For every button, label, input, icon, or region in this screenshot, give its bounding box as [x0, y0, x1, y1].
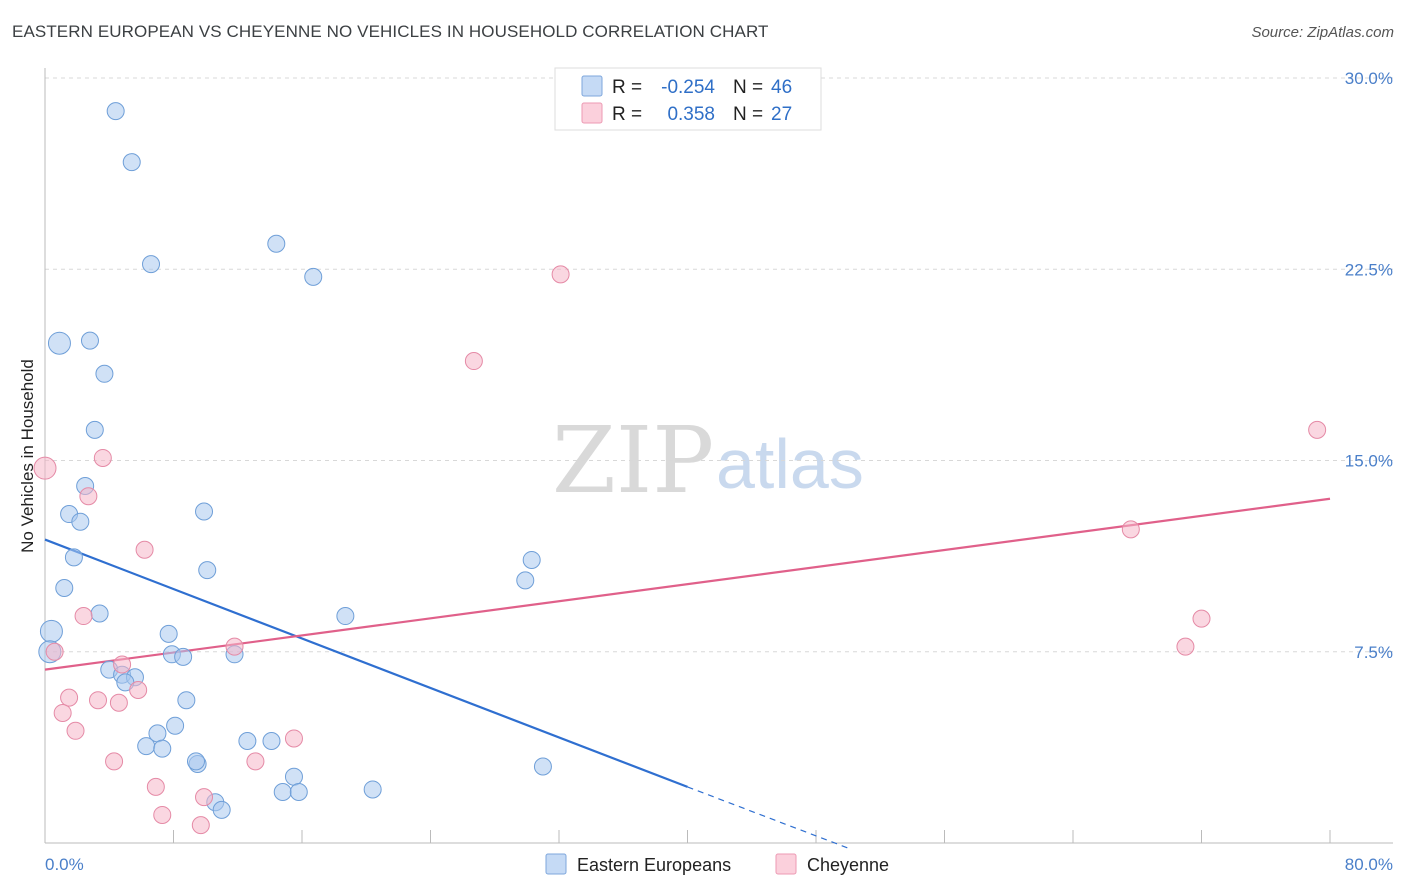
point-cheyenne [246, 752, 265, 771]
y-axis-label: No Vehicles in Household [18, 359, 37, 553]
point-cheyenne [191, 816, 210, 835]
legend-r-label-1: R = [612, 77, 642, 98]
legend-r-value-2: 0.358 [667, 104, 715, 125]
point-cheyenne [129, 681, 148, 699]
trend-line-extension [687, 786, 849, 849]
point-eastern [198, 561, 217, 580]
watermark-atlas: atlas [716, 425, 864, 503]
point-cheyenne [105, 752, 124, 771]
point-eastern [122, 153, 141, 172]
point-eastern [71, 512, 90, 531]
legend-swatch-cheyenne [581, 102, 603, 124]
point-cheyenne [33, 456, 57, 480]
point-eastern [336, 607, 355, 626]
point-eastern [177, 691, 196, 710]
point-cheyenne [89, 691, 108, 710]
point-cheyenne [195, 788, 214, 807]
point-eastern [166, 716, 185, 735]
series-legend: Eastern Europeans Cheyenne [545, 853, 889, 875]
point-cheyenne [1176, 637, 1195, 656]
point-cheyenne [1192, 609, 1211, 628]
trend-line-cheyenne [44, 497, 1331, 671]
point-cheyenne [284, 729, 303, 748]
point-eastern [106, 102, 125, 121]
point-eastern [80, 331, 99, 350]
point-eastern [153, 739, 172, 758]
chart-title: EASTERN EUROPEAN VS CHEYENNE NO VEHICLES… [12, 22, 769, 41]
point-eastern [85, 420, 104, 439]
source-credit: Source: ZipAtlas.com [1251, 24, 1394, 41]
point-cheyenne [79, 487, 98, 506]
axes [44, 68, 1393, 844]
point-eastern [159, 624, 178, 643]
point-eastern [533, 757, 552, 776]
point-cheyenne [93, 448, 112, 467]
point-eastern [95, 364, 114, 383]
point-eastern [39, 619, 63, 643]
trend-lines [44, 497, 1331, 849]
point-cheyenne [74, 607, 93, 626]
legend-swatch-eastern [581, 75, 603, 97]
point-cheyenne [153, 805, 172, 824]
legend-r-value-1: -0.254 [661, 77, 715, 98]
legend-n-value-1: 46 [771, 77, 792, 98]
series-legend-swatch-cheyenne [775, 853, 797, 875]
x-tick-labels: 0.0% 80.0% [45, 855, 1393, 874]
y-tick-label: 15.0% [1345, 452, 1393, 471]
point-cheyenne [464, 352, 483, 371]
trend-line-eastern [44, 538, 688, 788]
point-eastern [273, 783, 292, 801]
point-eastern [212, 800, 231, 819]
data-points [33, 102, 1327, 835]
x-tick-label: 80.0% [1345, 855, 1393, 874]
point-eastern [90, 604, 109, 623]
series-legend-swatch-eastern [545, 853, 567, 875]
point-eastern [289, 783, 308, 801]
series-legend-label-cheyenne: Cheyenne [807, 855, 889, 875]
point-eastern [522, 550, 541, 569]
point-eastern [195, 502, 214, 521]
series-legend-label-eastern: Eastern Europeans [577, 855, 731, 875]
point-eastern [142, 255, 161, 274]
point-eastern [516, 571, 535, 590]
stats-legend: R = -0.254 N = 46 R = 0.358 N = 27 [554, 67, 822, 131]
point-cheyenne [66, 721, 85, 740]
point-eastern [304, 267, 323, 286]
point-eastern [267, 234, 286, 253]
point-eastern [64, 548, 83, 567]
point-cheyenne [45, 642, 64, 661]
point-eastern [284, 767, 303, 786]
point-eastern [137, 737, 156, 756]
point-cheyenne [53, 703, 72, 722]
point-eastern [55, 579, 74, 597]
y-tick-labels: 7.5% 15.0% 22.5% 30.0% [1345, 69, 1393, 662]
legend-n-value-2: 27 [771, 104, 792, 125]
point-cheyenne [113, 655, 132, 674]
point-eastern [186, 752, 205, 771]
point-cheyenne [551, 265, 570, 284]
legend-n-label-2: N = [733, 104, 763, 125]
point-cheyenne [60, 688, 79, 707]
point-cheyenne [225, 637, 244, 656]
point-cheyenne [146, 777, 165, 796]
point-eastern [47, 331, 71, 355]
point-eastern [238, 732, 257, 750]
y-tick-label: 7.5% [1354, 643, 1393, 662]
point-cheyenne [1308, 420, 1327, 439]
legend-n-label-1: N = [733, 77, 763, 98]
gridlines [45, 77, 1393, 653]
legend-r-label-2: R = [612, 104, 642, 125]
watermark: ZIP atlas [552, 407, 864, 514]
point-cheyenne [1121, 520, 1140, 539]
point-cheyenne [135, 540, 154, 559]
x-tick-label: 0.0% [45, 855, 84, 874]
y-tick-label: 22.5% [1345, 260, 1393, 279]
y-tick-label: 30.0% [1345, 69, 1393, 88]
point-eastern [174, 647, 193, 666]
point-eastern [262, 732, 281, 750]
point-eastern [363, 780, 382, 799]
point-cheyenne [109, 693, 128, 712]
